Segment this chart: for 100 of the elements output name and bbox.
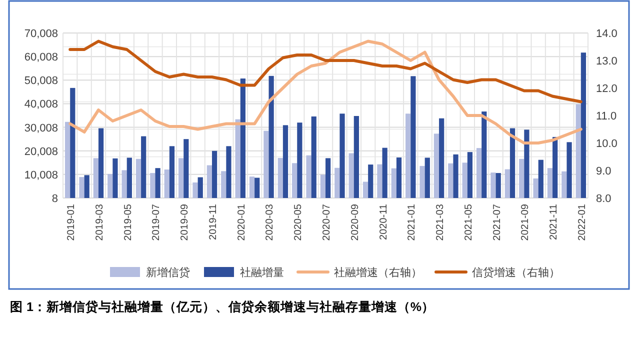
bar (249, 176, 255, 198)
bar (169, 146, 175, 198)
y-tick-label: 60,008 (24, 52, 58, 64)
bar (576, 104, 581, 198)
bar (311, 116, 316, 198)
x-tick-label: 2021-01 (406, 204, 418, 241)
bar (533, 178, 538, 198)
y2-tick-label: 8.0 (596, 193, 612, 205)
bar (70, 88, 76, 198)
y-tick-label: 8 (52, 193, 58, 205)
y-tick-label: 30,008 (24, 122, 58, 134)
bar (354, 116, 359, 198)
bar (580, 52, 586, 198)
bar (150, 173, 156, 198)
bar (136, 158, 142, 198)
x-tick-label: 2021-07 (492, 204, 503, 241)
bar (396, 157, 402, 198)
bar (566, 142, 572, 198)
bar (519, 158, 524, 198)
bar (467, 152, 472, 198)
bar (490, 172, 496, 198)
x-tick-label: 2019-07 (151, 204, 162, 241)
x-tick-label: 2020-03 (264, 204, 276, 241)
x-tick-label: 2019-01 (66, 204, 78, 241)
bar (297, 122, 302, 198)
bar (184, 139, 189, 198)
bar (406, 114, 411, 198)
y2-tick-label: 12.0 (596, 83, 618, 95)
bar (212, 150, 218, 198)
bar (254, 178, 260, 198)
y2-tick-label: 11.0 (596, 110, 617, 122)
bar (476, 148, 482, 198)
y-tick-label: 70,008 (24, 28, 58, 40)
bar (496, 173, 501, 198)
bar (524, 130, 530, 198)
x-tick-label: 2020-09 (350, 204, 361, 241)
y2-tick-label: 14.0 (596, 28, 618, 40)
y-tick-label: 50,008 (24, 75, 58, 88)
y2-tick-label: 9.0 (596, 166, 612, 178)
bar (206, 165, 212, 198)
bar (126, 158, 132, 198)
bar (178, 158, 184, 198)
bar (278, 158, 283, 198)
x-tick-label: 2019-05 (122, 204, 134, 241)
bar (391, 168, 396, 198)
x-tick-label: 2019-03 (94, 204, 106, 241)
bar (192, 182, 198, 198)
bar (320, 174, 326, 198)
bar (424, 158, 430, 198)
x-tick-label: 2020-05 (293, 204, 304, 241)
legend-label: 社融增量 (240, 266, 284, 279)
bar (240, 78, 246, 198)
legend-label: 社融增速（右轴） (334, 266, 422, 279)
bar (264, 130, 269, 198)
y2-tick-label: 10.0 (596, 138, 618, 150)
bar (420, 166, 425, 198)
bar (547, 168, 553, 198)
bar (164, 169, 170, 198)
legend-label: 信贷增速（右轴） (472, 266, 560, 279)
bar (362, 182, 368, 198)
y-tick-label: 20,008 (24, 146, 58, 158)
bar (538, 160, 544, 198)
bar (562, 171, 567, 198)
bar (434, 134, 440, 198)
bar (282, 125, 288, 198)
bar (235, 119, 240, 198)
bar (221, 171, 226, 198)
bar (141, 136, 146, 198)
bar (504, 169, 510, 198)
x-tick-label: 2021-11 (548, 204, 560, 240)
x-tick-label: 2022-01 (576, 204, 588, 241)
bar (439, 118, 444, 198)
x-tick-label: 2020-11 (378, 204, 390, 240)
bar (510, 128, 516, 198)
bar (482, 112, 487, 198)
bar (84, 175, 90, 198)
bar (226, 146, 232, 198)
bar (382, 148, 388, 198)
bar (462, 162, 468, 198)
x-tick-label: 2019-11 (208, 204, 219, 240)
bar (122, 170, 127, 198)
bar (112, 158, 118, 198)
legend-label: 新增信贷 (146, 266, 190, 279)
text: 图 1：新增信贷与社融增量（亿元）、信贷余额增速与社融存量增速（%） (10, 299, 435, 314)
bar (268, 76, 274, 198)
x-tick-label: 2020-07 (322, 204, 332, 241)
bar (340, 114, 345, 198)
x-tick-label: 2020-01 (236, 204, 248, 241)
bar (348, 153, 354, 198)
bar (79, 177, 84, 198)
bar (453, 154, 458, 198)
bar (155, 168, 160, 198)
x-tick-label: 2021-03 (435, 204, 446, 241)
y2-tick-label: 13.0 (596, 56, 618, 68)
y-tick-label: 10,008 (24, 169, 58, 182)
bar (552, 136, 558, 198)
bar (108, 174, 113, 198)
bar (334, 168, 340, 198)
bar (292, 163, 298, 198)
x-tick-label: 2021-09 (520, 204, 532, 241)
